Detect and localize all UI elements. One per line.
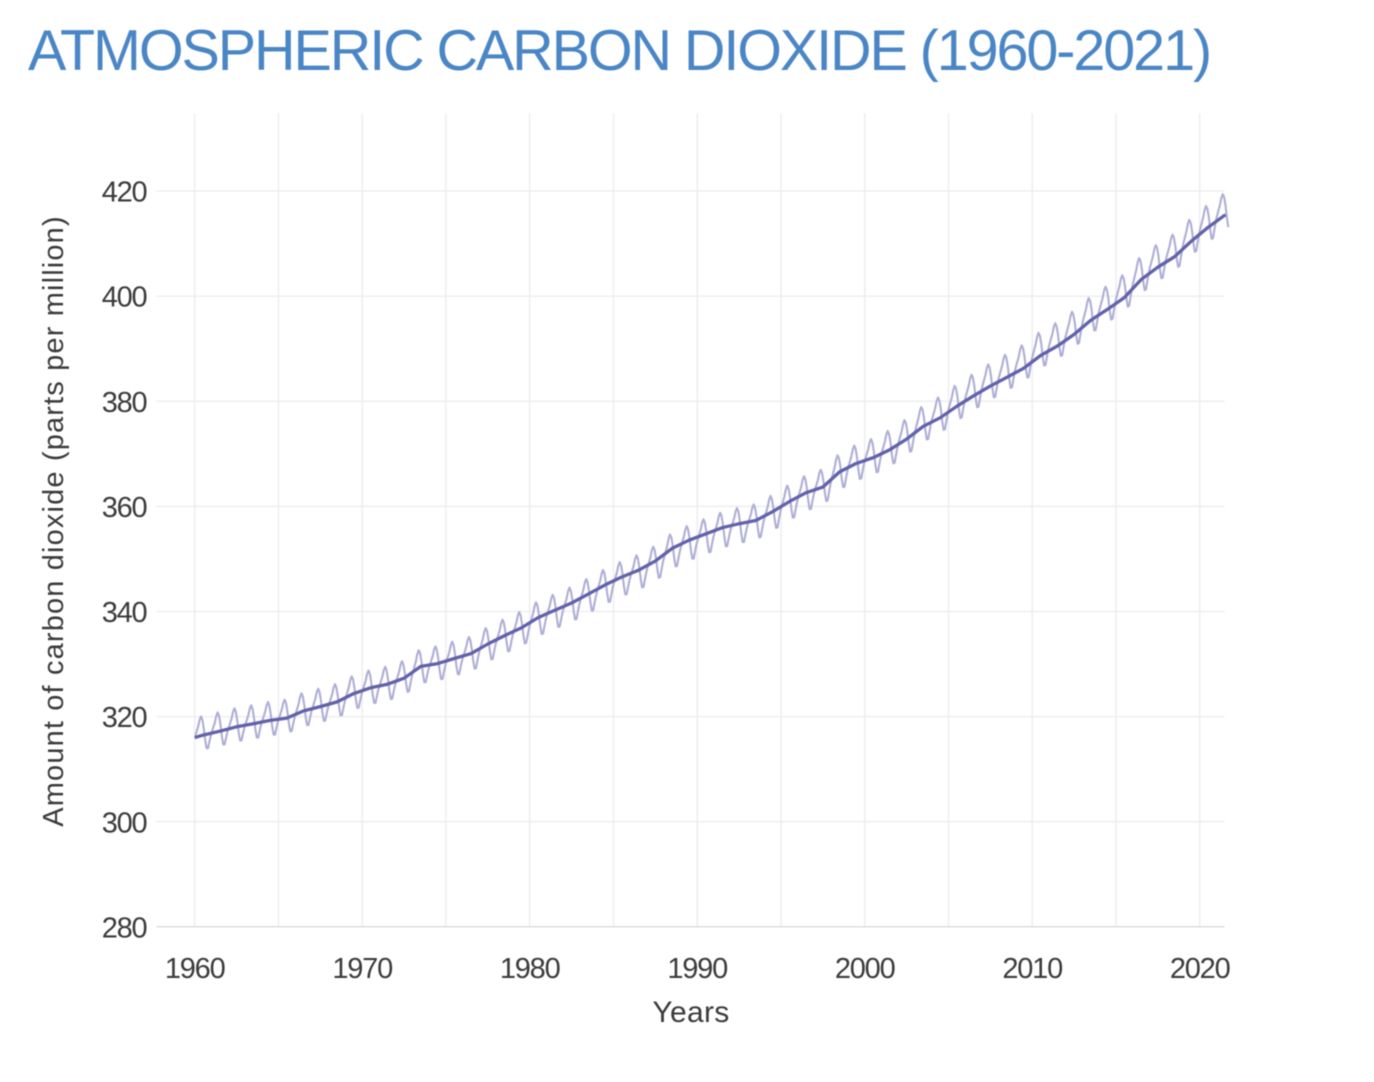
svg-text:2020: 2020 — [1170, 953, 1230, 985]
svg-text:Amount of carbon dioxide (part: Amount of carbon dioxide (parts per mill… — [38, 215, 70, 827]
svg-text:380: 380 — [102, 387, 147, 419]
svg-text:400: 400 — [102, 282, 147, 314]
svg-text:2010: 2010 — [1002, 953, 1062, 985]
svg-text:ATMOSPHERIC CARBON DIOXIDE (19: ATMOSPHERIC CARBON DIOXIDE (1960-2021) — [28, 19, 1210, 83]
svg-text:300: 300 — [102, 807, 147, 839]
svg-text:340: 340 — [102, 597, 147, 629]
svg-text:320: 320 — [102, 702, 147, 734]
svg-text:Years: Years — [652, 996, 729, 1029]
svg-text:1970: 1970 — [332, 953, 392, 985]
svg-text:420: 420 — [102, 177, 147, 209]
svg-text:360: 360 — [102, 492, 147, 524]
svg-text:1990: 1990 — [667, 953, 727, 985]
svg-text:1980: 1980 — [500, 953, 560, 985]
svg-text:280: 280 — [102, 912, 147, 944]
svg-text:1960: 1960 — [165, 953, 225, 985]
svg-text:2000: 2000 — [835, 953, 895, 985]
